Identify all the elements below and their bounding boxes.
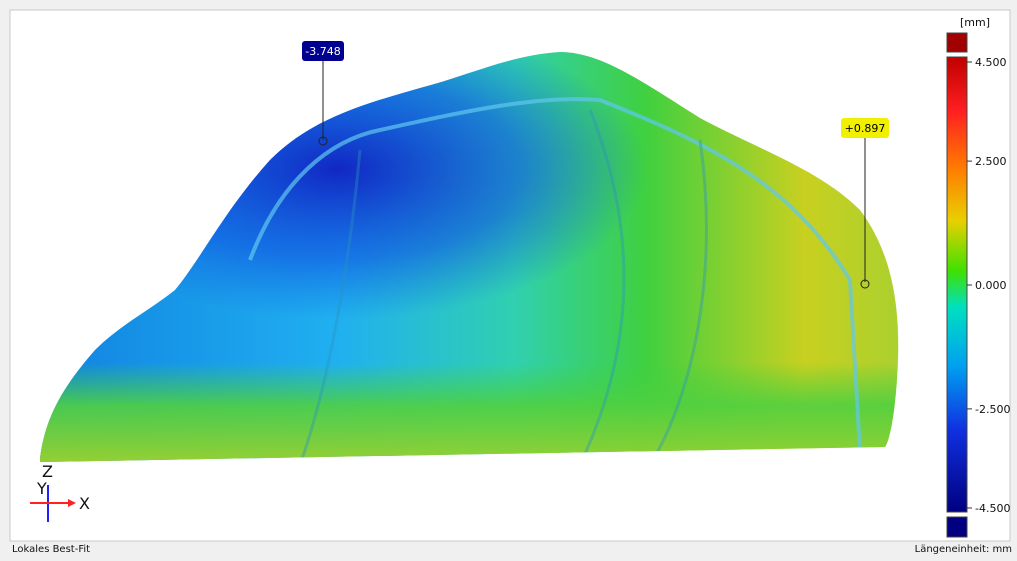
page: {"viewport": { "colorbar": {"unit": "[mm…: [0, 0, 1017, 557]
above-range-swatch: [947, 33, 967, 52]
color-scale: [947, 57, 967, 512]
unit-label: [mm]: [960, 16, 990, 29]
status-right: Längeneinheit: mm: [915, 544, 1012, 555]
x-label: X: [79, 494, 90, 513]
screen: -3.748 +0.897 Z Y X [mm] Lokales Best-Fi…: [0, 0, 1017, 557]
tick-label: -2.500: [975, 403, 1010, 416]
below-range-swatch: [947, 517, 967, 537]
tick-label: 4.500: [975, 56, 1007, 69]
annotation-label: +0.897: [845, 122, 886, 135]
tick-label: 0.000: [975, 279, 1007, 292]
annotation-label: -3.748: [305, 45, 340, 58]
status-left: Lokales Best-Fit: [12, 544, 90, 555]
tick-label: 2.500: [975, 155, 1007, 168]
y-label: Y: [36, 479, 47, 498]
tick-label: -4.500: [975, 502, 1010, 515]
